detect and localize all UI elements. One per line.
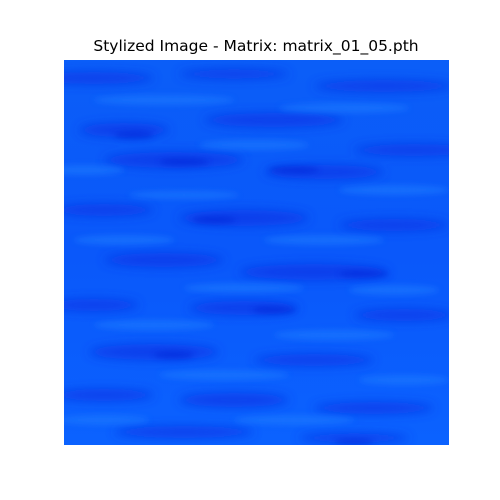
stylized-image-canvas [64,60,449,445]
stylized-image [64,60,449,445]
plot-title: Stylized Image - Matrix: matrix_01_05.pt… [93,37,419,55]
